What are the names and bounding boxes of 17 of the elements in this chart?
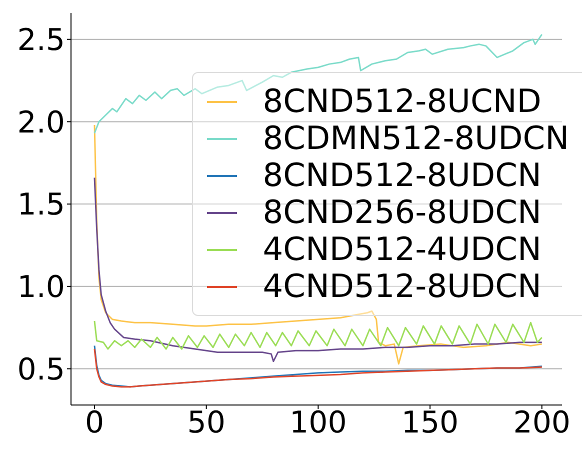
line-series — [94, 320, 543, 350]
y-tick-label: 1.0 — [17, 270, 65, 306]
legend-label: 4CND512-8UDCN — [262, 267, 542, 305]
x-tick-label: 100 — [290, 405, 347, 440]
y-tick-label: 2.0 — [17, 105, 65, 140]
y-tick-label: 1.5 — [17, 188, 65, 223]
x-tick-label: 50 — [187, 405, 226, 440]
x-tick-label: 150 — [401, 405, 459, 440]
legend-label: 8CND512-8UDCN — [262, 156, 542, 194]
legend-label: 8CND256-8UDCN — [262, 193, 542, 231]
legend-label: 8CND512-8UCND — [262, 82, 542, 120]
legend-label: 8CDMN512-8UDCN — [262, 119, 569, 157]
legend-label: 4CND512-4UDCN — [262, 230, 542, 268]
y-tick-label: 2.5 — [17, 23, 65, 58]
y-tick-label: 0.5 — [17, 352, 65, 388]
x-tick-label: 200 — [513, 405, 570, 440]
x-tick-label: 0 — [84, 405, 104, 440]
